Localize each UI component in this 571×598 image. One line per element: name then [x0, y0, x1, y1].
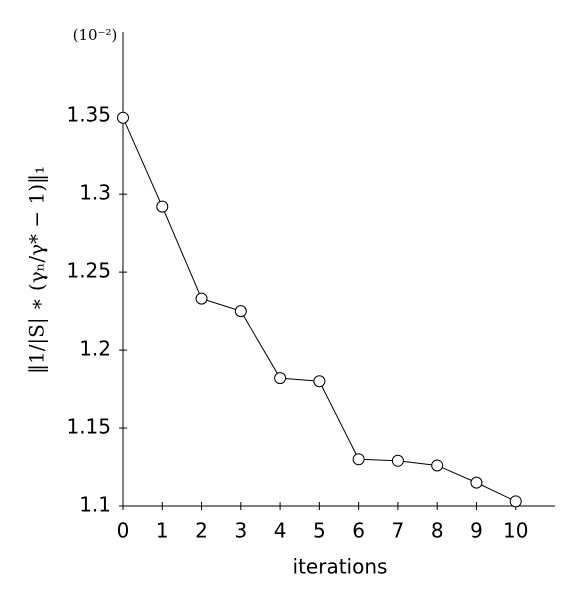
point — [117, 111, 129, 124]
y-axis-label: ‖1/|S| ∗ (γₙ/γ* − 1)‖₁ — [25, 166, 50, 374]
x-axis-label: iterations — [293, 555, 388, 579]
line — [122, 117, 516, 502]
y-tick-label: 1.25 — [66, 259, 111, 283]
point — [234, 305, 247, 318]
x-tick-label: 4 — [274, 519, 287, 543]
point — [156, 200, 169, 213]
y-tick-label: 1.3 — [79, 181, 111, 205]
point — [313, 375, 326, 388]
x-tick-label: 8 — [431, 519, 444, 543]
point — [195, 292, 208, 305]
point — [509, 495, 522, 508]
x-tick-label: 5 — [313, 519, 326, 543]
point — [352, 453, 365, 466]
x-tick-label: 0 — [117, 519, 130, 543]
x-tick-label: 2 — [195, 519, 208, 543]
x-tick-label: 7 — [392, 519, 405, 543]
x-tick-label: 9 — [470, 519, 483, 543]
y-tick-label: 1.15 — [66, 415, 111, 439]
x-tick-label: 1 — [156, 519, 169, 543]
y-tick-label: 1.2 — [79, 337, 111, 361]
point — [431, 459, 444, 472]
y-multiplier: (10⁻²) — [73, 26, 118, 44]
y-tick-label: 1.1 — [79, 493, 111, 517]
x-tick-label: 6 — [352, 519, 365, 543]
y-tick-label: 1.35 — [66, 103, 111, 127]
x-tick-label: 3 — [234, 519, 247, 543]
point — [274, 372, 287, 385]
point — [391, 454, 404, 467]
point — [470, 476, 483, 489]
x-tick-label: 10 — [503, 519, 528, 543]
